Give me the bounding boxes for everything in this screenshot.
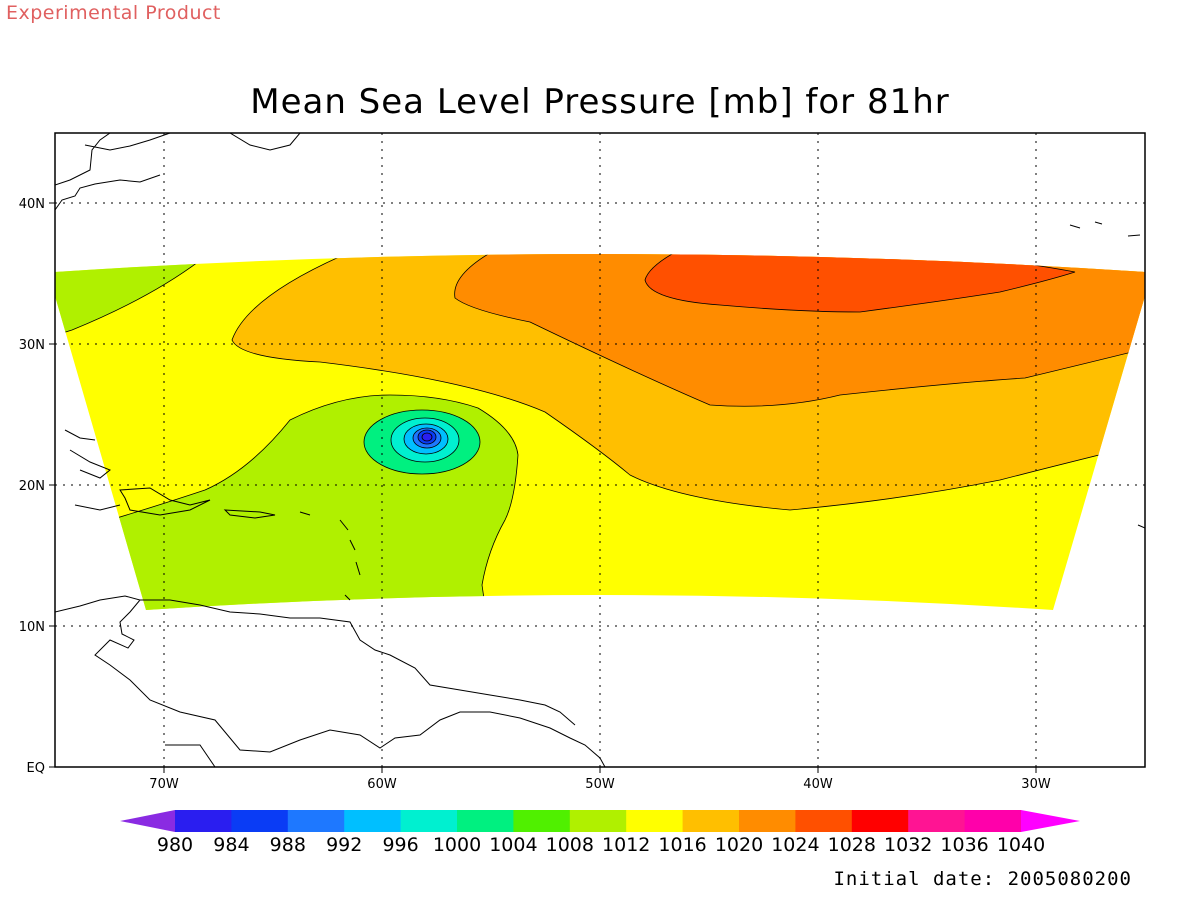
low-pressure-center — [363, 409, 481, 475]
colorbar-segment — [682, 810, 740, 832]
lat-label-eq: EQ — [27, 761, 45, 776]
colorbar-arrow-left — [120, 810, 175, 832]
lat-label-10n: 10N — [19, 620, 45, 635]
axis-ticks — [49, 202, 1037, 773]
colorbar: 980 984 988 992 996 1000 1004 1008 1012 1016 1020 1… — [120, 810, 1080, 856]
south-america-coast — [55, 595, 606, 767]
colorbar-label: 984 — [213, 834, 249, 856]
colorbar-label: 1016 — [658, 834, 706, 856]
map-grid — [55, 133, 1145, 767]
colorbar-label: 1008 — [546, 834, 594, 856]
lon-label-50w: 50W — [585, 777, 615, 792]
latitude-labels: 40N 30N 20N 10N EQ — [19, 197, 45, 776]
colorbar-label: 1004 — [489, 834, 537, 856]
pressure-fill — [55, 254, 1145, 610]
colorbar-label: 1020 — [715, 834, 763, 856]
lon-label-60w: 60W — [367, 777, 397, 792]
caribbean-islands — [64, 429, 361, 601]
colorbar-segment — [287, 810, 345, 832]
colorbar-label: 992 — [326, 834, 362, 856]
colorbar-label: 980 — [157, 834, 193, 856]
longitude-labels: 70W 60W 50W 40W 30W — [149, 777, 1051, 792]
lon-label-40w: 40W — [803, 777, 833, 792]
experimental-product-label: Experimental Product — [6, 2, 221, 24]
colorbar-segment — [400, 810, 458, 832]
lat-label-30n: 30N — [19, 338, 45, 353]
coastlines — [55, 133, 1145, 767]
colorbar-segment — [964, 810, 1022, 832]
colorbar-label: 1012 — [602, 834, 650, 856]
lat-label-40n: 40N — [19, 197, 45, 212]
colorbar-segment — [569, 810, 627, 832]
colorbar-segment — [795, 810, 853, 832]
band-984-988 — [421, 432, 433, 442]
colorbar-segment — [739, 810, 796, 832]
colorbar-label: 1032 — [884, 834, 932, 856]
north-america-coast — [55, 133, 301, 211]
colorbar-segment — [626, 810, 684, 832]
colorbar-segment — [175, 810, 232, 832]
lon-label-70w: 70W — [149, 777, 179, 792]
colorbar-segment — [908, 810, 966, 832]
lat-label-20n: 20N — [19, 479, 45, 494]
colorbar-label: 1028 — [828, 834, 876, 856]
colorbar-label: 1024 — [771, 834, 819, 856]
lon-label-30w: 30W — [1021, 777, 1051, 792]
colorbar-label: 988 — [270, 834, 306, 856]
colorbar-label: 1036 — [940, 834, 988, 856]
colorbar-label: 996 — [382, 834, 418, 856]
colorbar-label: 1000 — [433, 834, 481, 856]
colorbar-segment — [344, 810, 402, 832]
colorbar-segment — [457, 810, 514, 832]
initial-date-label: Initial date: 2005080200 — [833, 868, 1132, 890]
colorbar-segment — [851, 810, 909, 832]
colorbar-segment — [231, 810, 289, 832]
colorbar-segment — [513, 810, 571, 832]
colorbar-arrow-right — [1021, 810, 1080, 832]
eastern-islands — [1069, 221, 1145, 529]
colorbar-label: 1040 — [997, 834, 1045, 856]
map-title: Mean Sea Level Pressure [mb] for 81hr — [250, 82, 950, 122]
